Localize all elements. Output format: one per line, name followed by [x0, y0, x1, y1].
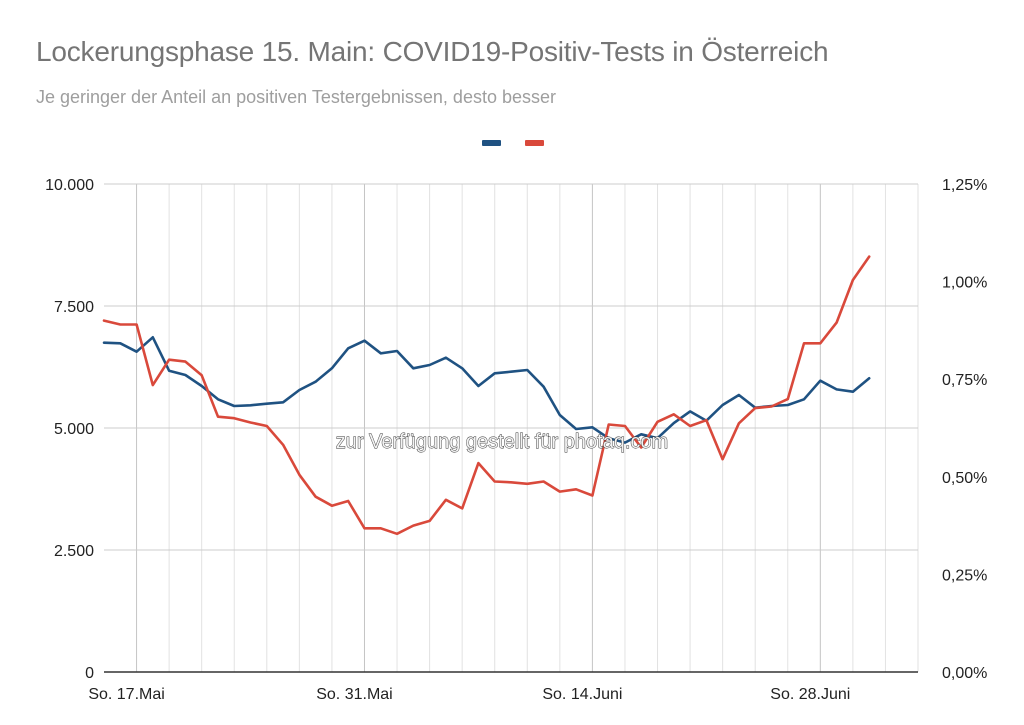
y-left-tick-label: 10.000 [45, 177, 94, 194]
series-line-tests [102, 335, 871, 444]
y-left-tick-label: 2.500 [54, 543, 94, 560]
y-right-tick-label: 1,25% [942, 177, 987, 194]
x-tick-label: So. 28.Juni [770, 686, 850, 703]
legend [482, 140, 544, 146]
series-line-positive-rate [102, 255, 871, 536]
y-axis-right: 0,00% 0,25% 0,50% 0,75% 1,00% 1,25% [942, 177, 987, 682]
chart-title: Lockerungsphase 15. Main: COVID19-Positi… [36, 36, 829, 67]
watermark-text: zur Verfügung gestellt für photaq.com [336, 431, 668, 453]
x-tick-label: So. 14.Juni [542, 686, 622, 703]
x-tick-label: So. 31.Mai [316, 686, 392, 703]
y-right-tick-label: 0,75% [942, 372, 987, 389]
y-left-tick-label: 7.500 [54, 299, 94, 316]
y-left-tick-label: 0 [85, 665, 94, 682]
series-group [102, 255, 871, 536]
x-tick-label: So. 17.Mai [88, 686, 164, 703]
y-right-tick-label: 1,00% [942, 275, 987, 292]
y-right-tick-label: 0,00% [942, 665, 987, 682]
legend-swatch-tests [482, 140, 501, 146]
x-axis: So. 17.Mai So. 31.Mai So. 14.Juni So. 28.Ju… [88, 671, 918, 703]
chart-subtitle: Je geringer der Anteil an positiven Test… [36, 87, 556, 107]
y-left-tick-label: 5.000 [54, 421, 94, 438]
y-axis-left: 0 2.500 5.000 7.500 10.000 [45, 177, 94, 682]
gridlines [104, 183, 919, 672]
y-right-tick-label: 0,50% [942, 470, 987, 487]
y-right-tick-label: 0,25% [942, 567, 987, 584]
legend-swatch-positive-rate [525, 140, 544, 146]
